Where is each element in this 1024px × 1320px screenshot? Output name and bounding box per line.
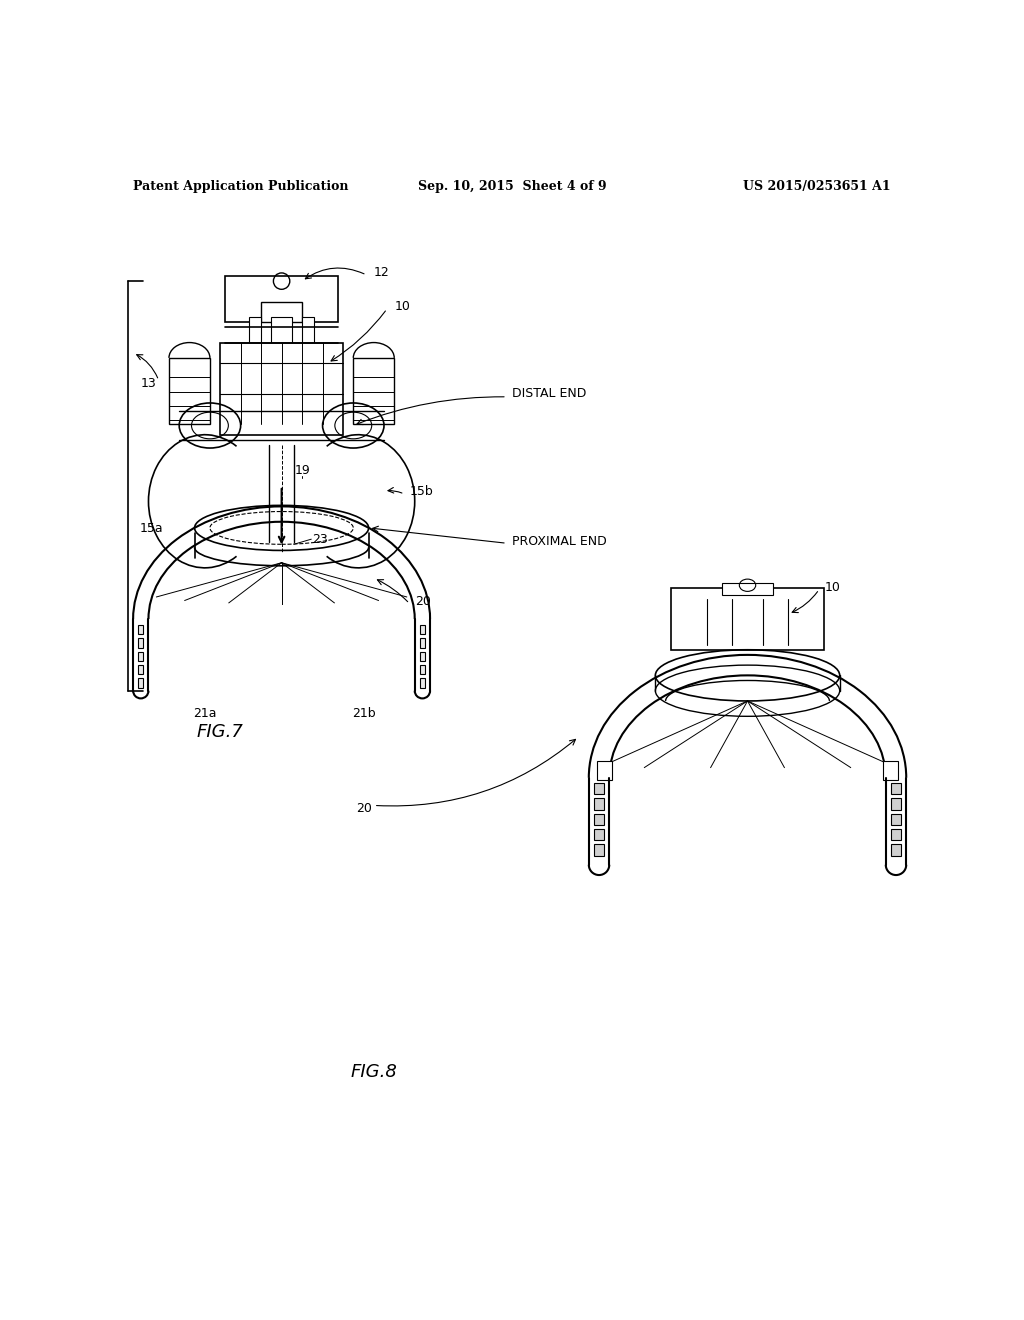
Text: 19: 19 [294,465,310,477]
Text: 20: 20 [356,803,373,814]
Bar [594,799,604,809]
Text: 21a: 21a [194,706,216,719]
Text: PROXIMAL END: PROXIMAL END [512,535,607,548]
Bar [225,276,338,322]
Bar [594,829,604,841]
Text: Sep. 10, 2015  Sheet 4 of 9: Sep. 10, 2015 Sheet 4 of 9 [418,181,606,194]
Bar [169,358,210,425]
Bar [138,639,143,648]
Text: 13: 13 [140,378,157,389]
Bar [891,783,901,795]
Bar [597,762,612,780]
Text: FIG.8: FIG.8 [350,1063,397,1081]
Text: 10: 10 [824,581,841,594]
Text: US 2015/0253651 A1: US 2015/0253651 A1 [743,181,891,194]
Text: Patent Application Publication: Patent Application Publication [133,181,348,194]
Text: DISTAL END: DISTAL END [512,387,587,400]
Text: 20: 20 [415,595,431,609]
Bar [249,317,261,343]
Bar [891,813,901,825]
Bar [891,829,901,841]
Text: 23: 23 [312,533,328,545]
Text: 21b: 21b [351,706,376,719]
Bar [271,317,292,343]
Bar [671,589,824,649]
Text: 15b: 15b [410,484,433,498]
Bar [722,583,773,595]
Bar [420,626,425,635]
Bar [594,813,604,825]
Bar [420,639,425,648]
Bar [594,845,604,855]
Text: 15a: 15a [139,523,164,536]
Bar [883,762,898,780]
Bar [138,626,143,635]
Bar [220,343,343,434]
Bar [891,799,901,809]
Bar [891,845,901,855]
Bar [302,317,314,343]
Text: 10: 10 [394,300,411,313]
Bar [138,665,143,675]
Text: FIG.7: FIG.7 [197,722,244,741]
Bar [138,678,143,688]
Text: 12: 12 [374,267,389,280]
Bar [420,652,425,661]
Bar [353,358,394,425]
Bar [594,783,604,795]
Bar [420,678,425,688]
Bar [261,301,302,322]
Bar [138,652,143,661]
Bar [420,665,425,675]
